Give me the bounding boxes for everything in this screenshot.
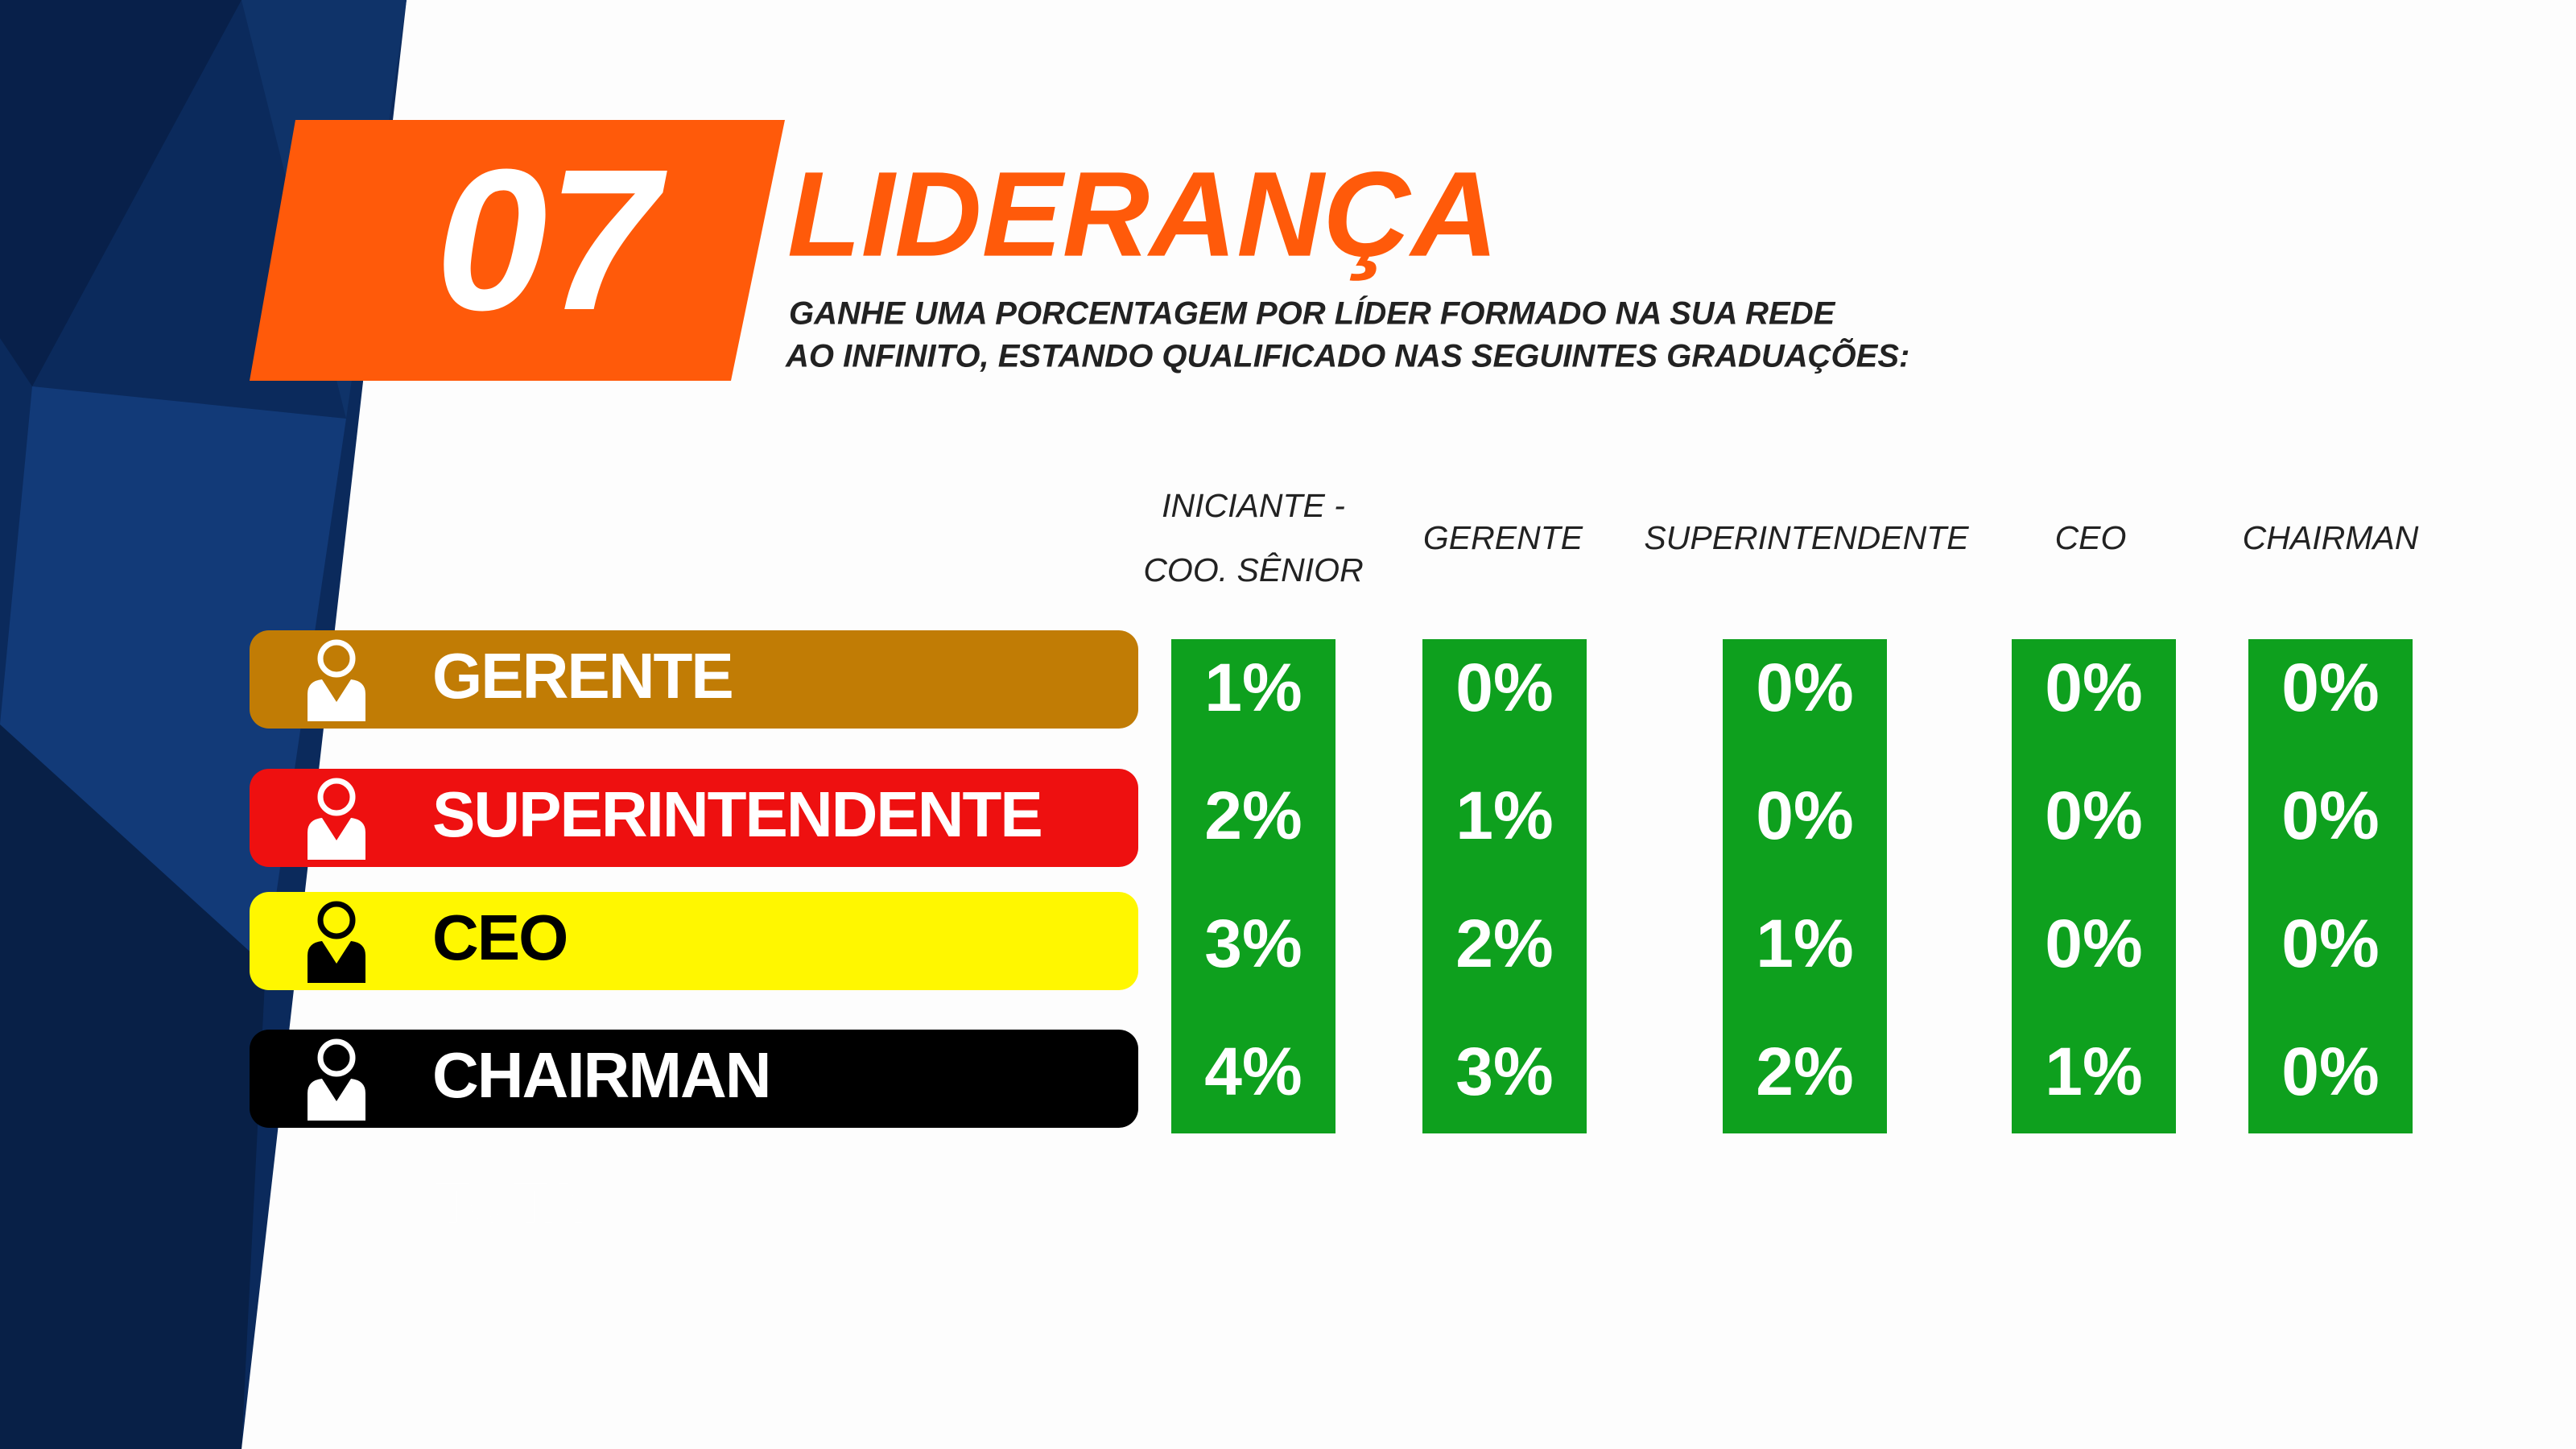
footer-label: TOTAL (436, 1171, 618, 1234)
icon-body (308, 818, 365, 860)
icon-head (317, 639, 356, 678)
number-badge (250, 120, 785, 381)
row-label: CHAIRMAN (432, 1039, 770, 1111)
column-header: COO. SÊNIOR (1143, 551, 1363, 588)
subtitle-line: GANHE UMA PORCENTAGEM POR LÍDER FORMADO … (789, 295, 1836, 332)
icon-body (308, 1079, 365, 1121)
cell-value: 3% (1204, 906, 1302, 981)
person-icon (308, 778, 365, 860)
icon-head (317, 778, 356, 816)
row-label-bar (250, 892, 1138, 990)
section-number: 07 (436, 127, 667, 352)
cell-value: 0% (2045, 778, 2142, 853)
column-cell-bg (1422, 639, 1587, 1133)
cell-value: 1% (1204, 650, 1302, 725)
person-icon (308, 1038, 365, 1121)
row-label: GERENTE (432, 640, 733, 712)
table: INICIANTE - COO. SÊNIOR GERENTE SUPERINTEND… (250, 487, 2419, 1133)
title: LIDERANÇA (787, 147, 1498, 282)
cell-value: 1% (1455, 778, 1553, 853)
icon-body (308, 679, 365, 721)
cell-value: 2% (1455, 906, 1553, 981)
cell-value: 2% (1204, 778, 1302, 853)
icon-head (317, 1038, 356, 1077)
column-header: GERENTE (1423, 519, 1583, 556)
cell-value: 4% (1204, 1034, 1302, 1109)
row-label-bar (250, 630, 1138, 729)
cell-value: 0% (2281, 778, 2379, 853)
cell-value: 0% (2281, 906, 2379, 981)
person-icon (308, 639, 365, 721)
cell-value: 0% (1455, 650, 1553, 725)
cell-value: 1% (1756, 906, 1853, 981)
row-label-bar (250, 1030, 1138, 1128)
column-cell-bg (1171, 639, 1335, 1133)
cell-value: 0% (2281, 1034, 2379, 1109)
column-cell-bg (2248, 639, 2413, 1133)
cell-value: 3% (1455, 1034, 1553, 1109)
cell-value: 0% (1756, 778, 1853, 853)
icon-head (317, 901, 356, 939)
column-header: CEO (2055, 519, 2127, 556)
cell-value: 0% (2045, 906, 2142, 981)
column-cell-bg (1723, 639, 1887, 1133)
column-cell-bg (2012, 639, 2176, 1133)
cell-value: 0% (1756, 650, 1853, 725)
row-label: CEO (432, 902, 567, 973)
row-label-bar (250, 769, 1138, 867)
person-icon (308, 901, 365, 983)
cell-value: 0% (2045, 650, 2142, 725)
column-header: SUPERINTENDENTE (1644, 519, 1969, 556)
cell-value: 2% (1756, 1034, 1853, 1109)
cell-value: 0% (2281, 650, 2379, 725)
row-label: SUPERINTENDENTE (432, 778, 1042, 850)
icon-body (308, 941, 365, 983)
column-header: INICIANTE - (1162, 487, 1345, 524)
cell-value: 1% (2045, 1034, 2142, 1109)
subtitle-line: AO INFINITO, ESTANDO QUALIFICADO NAS SEG… (785, 337, 1909, 374)
column-header: CHAIRMAN (2243, 519, 2419, 556)
